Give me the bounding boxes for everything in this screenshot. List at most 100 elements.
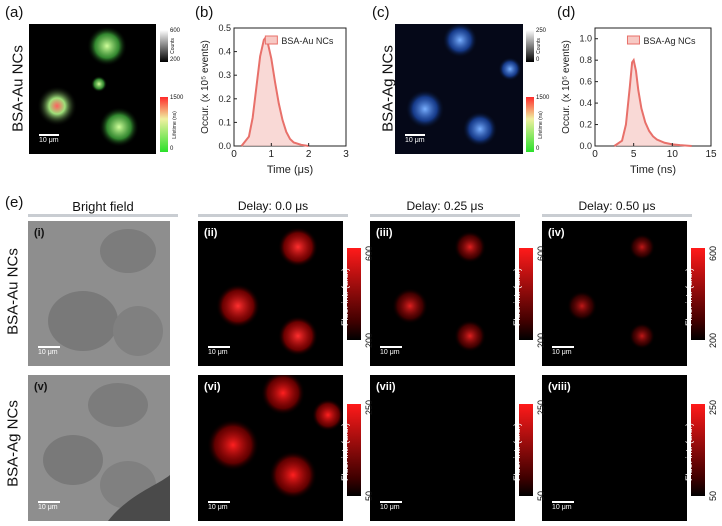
image-bright-field-au: (i) 10 μm [28,221,170,366]
series-area [614,60,692,146]
bright-field-au-cells [48,229,163,356]
sub-label-i: (i) [34,227,45,239]
x-tick-label: 3 [343,149,349,160]
cbar-c-life-title: Lifetime (ns) [537,111,544,139]
colorbar-ag-vii [519,404,533,496]
y-tick-label: 0.4 [218,47,231,57]
series-line [613,57,692,147]
cbar-a-life-bottom: 0 [170,146,174,152]
x-tick-label: 0 [231,149,237,160]
colorbar-au-ii [347,248,361,340]
cbar-ag-viii-title: Fluo. int. (a.u.) [684,422,695,482]
col-header-delay-025: Delay: 0.25 μs [406,199,484,213]
y-tick-label: 0.0 [218,141,231,151]
legend-swatch [264,35,278,45]
cbar-c-counts-title: Counts [535,38,542,54]
y-axis-label: Occur. (x 10⁵ events) [200,40,211,134]
panel-label-b: (b) [195,4,214,21]
scale-bar-c: 10 μm [405,134,425,144]
sub-label-iv: (iv) [548,227,565,239]
legend-label: BSA-Au NCs [281,36,334,46]
y-tick-label: 0.3 [218,70,231,80]
cbar-au-iv-bottom: 200 [708,333,718,349]
scale-bar-e-iv: 10 μm [552,346,574,356]
cbar-c-counts-bottom: 0 [536,57,540,63]
au-delay-0-cells [216,227,318,356]
colorbar-au-iii [519,248,533,340]
y-tick-label: 0.1 [218,117,231,127]
image-ag-delay-0: (vi) 10 μm [198,375,343,521]
cbar-ag-viii-top: 250 [708,400,718,416]
col-header-bright-field: Bright field [72,199,134,214]
colorbar-ag-viii [691,404,705,496]
y-tick-label: 0.2 [579,120,592,130]
colorbar-counts-a [160,30,168,62]
cbar-ag-vi-top: 250 [364,400,374,416]
cbar-au-ii-bottom: 200 [364,333,374,349]
col-header-delay-0: Delay: 0.0 μs [237,199,309,213]
x-tick-label: 0 [592,149,598,160]
y-tick-label: 0.4 [579,98,592,108]
cbar-au-iii-title: Fluo. int. (a.u.) [512,267,523,327]
panel-label-d: (d) [557,4,576,21]
row-label-ag-top: BSA-Ag NCs [379,45,397,132]
cbar-c-counts-top: 250 [536,28,547,34]
scale-bar-e-i: 10 μm [38,346,60,356]
row-label-au-top: BSA-Au NCs [9,45,27,132]
image-bright-field-ag: (v) 10 μm [28,375,170,521]
cbar-a-life-top: 1500 [170,95,184,101]
cbar-ag-vii-bottom: 50 [536,491,546,502]
cbar-au-ii-top: 600 [364,246,374,262]
sub-label-iii: (iii) [376,227,393,239]
histogram-ag-chart: 0 5 10 15 0.0 0.2 0.4 0.6 0.8 1.0 Time (ns) Occur. … [561,27,717,176]
cbar-ag-vii-title: Fluo. int. (a.u.) [512,422,523,482]
x-tick-label: 2 [306,149,312,160]
series-area [241,37,309,146]
row-label-ag: BSA-Ag NCs [4,400,22,487]
x-tick-label: 5 [631,149,637,160]
au-delay-025-cells [392,231,486,352]
x-tick-label: 10 [667,149,679,160]
colorbar-au-iv [691,248,705,340]
histogram-au-chart: 0 1 2 3 0.0 0.1 0.2 0.3 0.4 0.5 Time (μs) Occur. (x… [200,23,349,176]
flim-ag-cells [405,24,522,147]
cbar-au-iii-top: 600 [536,246,546,262]
image-au-delay-050: (iv) 10 μm [542,221,687,366]
panel-label-e: (e) [5,194,24,211]
x-tick-label: 1 [269,149,275,160]
scale-bar-e-v: 10 μm [38,501,60,511]
colorbar-lifetime-c [526,97,534,152]
cbar-au-iii-bottom: 200 [536,333,546,349]
cbar-ag-viii-bottom: 50 [708,491,718,502]
y-tick-label: 0.6 [579,77,592,87]
flim-image-au: 10 μm [29,24,156,154]
row-label-au: BSA-Au NCs [4,248,22,335]
scale-bar-e-vi: 10 μm [208,501,230,511]
scale-bar-e-vii: 10 μm [380,501,402,511]
image-ag-delay-025: (vii) 10 μm [370,375,515,521]
cbar-au-ii-title: Fluo. int. (a.u.) [340,267,351,327]
cbar-a-counts-bottom: 200 [170,57,181,63]
sub-label-vii: (vii) [376,381,396,393]
flim-au-cells [37,26,139,147]
col-header-delay-050: Delay: 0.50 μs [578,199,656,213]
col-header-line-3 [542,214,692,217]
y-tick-label: 0.0 [579,141,592,151]
image-au-delay-025: (iii) 10 μm [370,221,515,366]
bright-field-ag-cells [43,383,170,521]
image-au-delay-0: (ii) 10 μm [198,221,343,366]
scale-bar-a: 10 μm [39,134,59,144]
cbar-ag-vii-top: 250 [536,400,546,416]
legend-swatch [626,35,640,45]
cbar-ag-vi-title: Fluo. int. (a.u.) [340,422,351,482]
col-header-line-0 [28,214,178,217]
y-tick-label: 1.0 [579,34,592,44]
panel-label-c: (c) [372,4,390,21]
series-line [240,35,309,147]
panel-label-a: (a) [5,4,24,21]
cbar-a-counts-top: 600 [170,28,181,34]
scale-bar-e-viii: 10 μm [552,501,574,511]
sub-label-v: (v) [34,381,48,393]
cbar-ag-vi-bottom: 50 [364,491,374,502]
cbar-a-counts-title: Counts [169,38,176,54]
